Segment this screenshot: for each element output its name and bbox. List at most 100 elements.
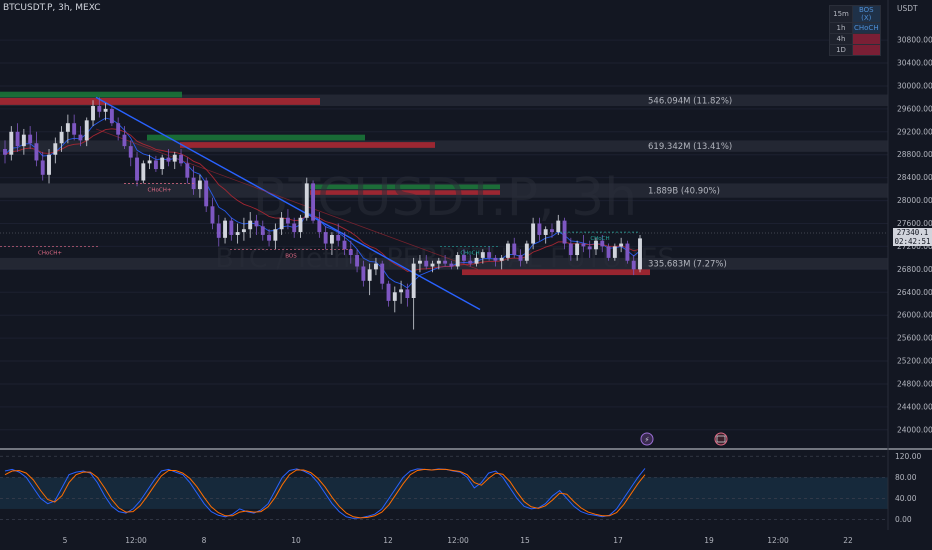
time-axis[interactable]: 5 12:00 8 10 12 12:00 15 17 19 12:00 22: [63, 536, 853, 545]
mtf-status: BOS (X): [852, 5, 881, 23]
candle-body: [254, 220, 259, 227]
candle-body: [380, 263, 385, 284]
candle-body: [311, 183, 316, 221]
price-tick-label: 25200.00: [897, 357, 932, 366]
candle-body: [531, 223, 536, 244]
candle-body: [631, 260, 636, 270]
time-tick-label: 19: [704, 536, 714, 545]
structure-label: CHoCH: [590, 236, 609, 242]
candle-body: [638, 238, 642, 270]
candle-body: [612, 246, 617, 258]
candle-body: [537, 223, 542, 235]
candle-body: [600, 240, 605, 247]
stochastic-axis[interactable]: 0.00 40.00 80.00 120.00: [895, 452, 921, 524]
candle-body: [59, 131, 64, 144]
watermark-symbol: BTCUSDT.P, 3h: [253, 168, 637, 228]
candle-body: [474, 257, 479, 264]
stochastic-tick-label: 120.00: [895, 452, 921, 461]
calendar-icon: [716, 435, 726, 443]
time-tick-label: 12:00: [125, 536, 147, 545]
candle-body: [568, 243, 573, 256]
price-axis[interactable]: 24000.00 24400.00 24800.00 25200.00 25600.00…: [897, 36, 932, 435]
candle-body: [625, 243, 630, 261]
trendlines: [95, 96, 481, 311]
candle-body: [399, 289, 404, 293]
volume-profile-label: 1.889B (40.90%): [648, 187, 720, 197]
price-grid: [0, 39, 888, 431]
candle-body: [298, 217, 303, 233]
current-price-tag: 27340.1 02:42:51: [893, 228, 932, 246]
candle-body: [342, 240, 347, 250]
candle-body: [575, 243, 580, 256]
candle-body: [543, 229, 548, 235]
multi-timeframe-table: 15m BOS (X) 1h CHoCH 4h 1D: [829, 5, 881, 56]
price-tick-label: 28000.00: [897, 196, 932, 205]
price-axis-unit: USDT: [897, 4, 918, 13]
structure-label: BOS: [285, 253, 297, 259]
candle-body: [279, 217, 284, 230]
candle-body: [3, 149, 7, 155]
indicator-badges[interactable]: ⚡: [640, 432, 728, 446]
candle-body: [47, 154, 51, 175]
candle-body: [116, 123, 121, 135]
candle-body: [336, 234, 341, 241]
candle-body: [606, 246, 611, 258]
candle-body: [436, 260, 441, 264]
mtf-status: CHoCH: [852, 22, 881, 34]
bar-countdown: 02:42:51: [894, 237, 931, 246]
candle-body: [248, 220, 253, 230]
candle-body: [21, 134, 26, 147]
mtf-row: 1D: [829, 44, 881, 56]
candle-body: [317, 220, 322, 233]
candle-body: [160, 157, 165, 170]
candle-body: [348, 249, 353, 256]
volume-profile-zone: [0, 94, 888, 107]
candle-body: [418, 260, 422, 264]
candle-body: [367, 269, 372, 281]
candle-body: [499, 257, 504, 261]
candle-body: [556, 220, 561, 233]
stochastic-tick-label: 0.00: [895, 515, 912, 524]
alert-badge-icon[interactable]: [640, 432, 654, 446]
candle-body: [462, 255, 466, 261]
candle-body: [493, 257, 498, 261]
price-tick-label: 29600.00: [897, 104, 932, 113]
candle-body: [34, 143, 39, 161]
candlestick-series: [3, 97, 642, 330]
stochastic-band: [0, 477, 888, 509]
candle-body: [329, 234, 334, 244]
candle-body: [122, 134, 127, 147]
candle-body: [424, 260, 429, 267]
mtf-row: 1h CHoCH: [829, 22, 881, 34]
zone-supply: [462, 269, 650, 276]
mtf-timeframe: 1h: [829, 22, 853, 34]
candle-body: [373, 263, 378, 270]
stochastic-tick-label: 40.00: [895, 494, 917, 503]
candle-body: [512, 243, 517, 256]
mtf-row: 4h: [829, 33, 881, 45]
mtf-timeframe: 1D: [829, 44, 853, 56]
candle-body: [449, 263, 454, 267]
candle-body: [166, 157, 171, 162]
price-tick-label: 24000.00: [897, 425, 932, 434]
price-tick-label: 30800.00: [897, 36, 932, 45]
candle-body: [223, 220, 227, 238]
candle-body: [135, 157, 139, 181]
candle-body: [141, 163, 146, 181]
candle-body: [147, 160, 152, 164]
candle-body: [78, 134, 83, 141]
candle-body: [405, 289, 410, 298]
candle-body: [197, 180, 202, 190]
candle-body: [581, 243, 586, 247]
candle-body: [9, 131, 14, 155]
candle-body: [587, 246, 592, 250]
candle-body: [103, 108, 108, 112]
stochastic-tick-label: 80.00: [895, 473, 917, 482]
time-tick-label: 12:00: [447, 536, 469, 545]
lightning-icon: ⚡: [645, 436, 650, 444]
structure-label: CHoCH: [460, 250, 479, 256]
candle-body: [285, 217, 290, 224]
symbol-title[interactable]: BTCUSDT.P, 3h, MEXC: [3, 3, 101, 13]
candle-body: [361, 266, 366, 281]
